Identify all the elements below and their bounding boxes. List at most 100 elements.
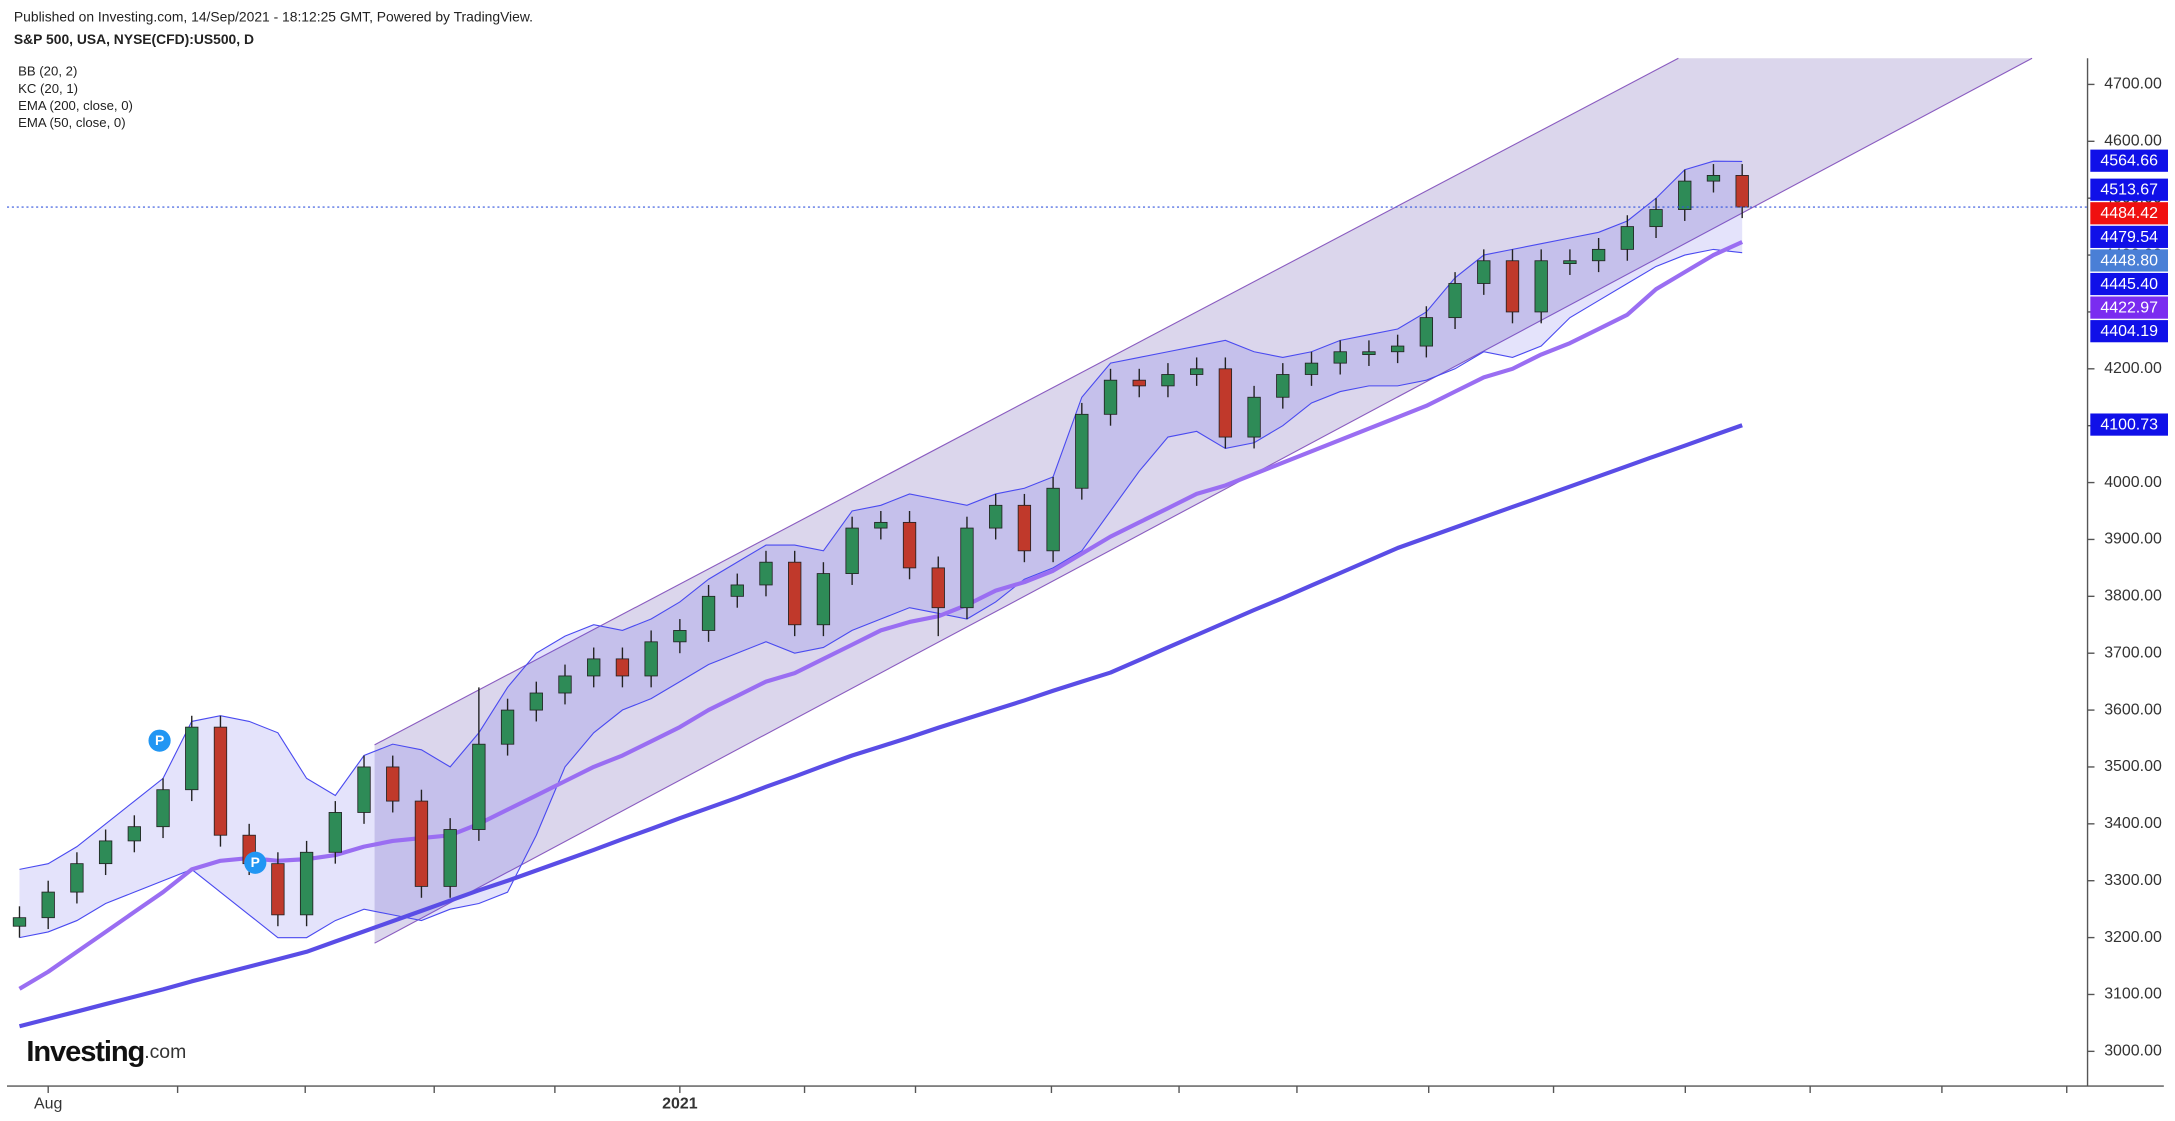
candle-body — [759, 561, 773, 586]
candle-body — [816, 573, 831, 626]
price-label: 4448.80 — [2100, 252, 2158, 269]
candle-body — [902, 521, 917, 569]
candle-body — [328, 812, 342, 853]
y-tick-label: 3100.00 — [2104, 986, 2162, 1003]
y-tick-label: 4000.00 — [2104, 474, 2162, 491]
price-label-box — [2090, 413, 2168, 436]
candle-body — [12, 917, 27, 927]
x-tick-label: 2021 — [662, 1095, 698, 1112]
y-tick-label: 3300.00 — [2104, 872, 2162, 889]
candle-body — [1103, 379, 1118, 415]
y-tick-label: 3900.00 — [2104, 531, 2162, 548]
price-label-box — [2090, 296, 2168, 319]
candle-body — [443, 829, 457, 887]
candle-body — [414, 800, 429, 887]
price-label: 4484.42 — [2100, 205, 2158, 222]
candle-body — [1591, 248, 1606, 262]
candle-body — [788, 561, 802, 626]
candle-body — [156, 789, 170, 828]
chart-title: S&P 500, USA, NYSE(CFD):US500, D — [14, 31, 254, 47]
candle-body — [127, 826, 141, 842]
y-tick-label: 3600.00 — [2104, 701, 2162, 718]
legend-entry: KC (20, 1) — [18, 81, 78, 96]
candle-body — [1534, 260, 1548, 313]
candle-body — [472, 743, 486, 830]
candle-body — [874, 521, 888, 529]
price-label-box — [2090, 272, 2168, 296]
candle-body — [1304, 362, 1319, 375]
price-label-box — [2090, 249, 2168, 272]
candle-body — [357, 766, 371, 813]
candle-body — [1046, 487, 1060, 552]
channel-upper — [374, 57, 1679, 746]
candle-body — [558, 675, 572, 694]
candle-body — [1161, 374, 1175, 387]
price-label: 4422.97 — [2100, 300, 2158, 317]
candle-body — [960, 527, 974, 609]
price-label: 4445.40 — [2100, 276, 2158, 293]
logo: Investing.com — [26, 1035, 186, 1067]
y-tick-label: 3700.00 — [2104, 644, 2162, 661]
price-label-box — [2090, 149, 2168, 172]
candle-body — [1190, 368, 1204, 375]
price-label: 4404.19 — [2100, 323, 2158, 340]
candle-body — [989, 504, 1003, 529]
y-tick-label: 3000.00 — [2104, 1043, 2162, 1060]
annotation-marker — [244, 851, 267, 874]
price-label: 4479.54 — [2100, 229, 2158, 246]
y-tick-label: 3200.00 — [2104, 929, 2162, 946]
candle-body — [1218, 368, 1233, 438]
candle-body — [1649, 209, 1663, 228]
logo-suffix: .com — [144, 1041, 186, 1063]
candle-body — [386, 766, 400, 802]
candle-body — [1563, 260, 1577, 265]
candle-body — [1419, 317, 1434, 347]
annotation-marker — [148, 729, 171, 752]
logo-main: Investing — [26, 1035, 144, 1067]
y-tick-label: 3800.00 — [2104, 588, 2162, 605]
candle-body — [1362, 351, 1376, 356]
plot — [12, 160, 1749, 1029]
legend-entry: EMA (200, close, 0) — [18, 98, 133, 113]
candle-body — [271, 863, 285, 916]
candle-body — [213, 726, 228, 836]
candle-body — [673, 630, 687, 643]
candle-body — [70, 863, 84, 893]
candle-body — [730, 584, 744, 597]
candle-body — [98, 840, 113, 865]
candle-body — [529, 692, 543, 711]
price-label: 4100.73 — [2100, 416, 2158, 433]
channel-lower — [374, 57, 2033, 944]
candle-body — [1620, 226, 1634, 250]
legend-entry: BB (20, 2) — [18, 64, 77, 79]
candle-body — [1678, 180, 1692, 210]
band-lower — [19, 248, 1743, 939]
candle-body — [1017, 504, 1032, 552]
annotation-label: P — [155, 732, 164, 748]
candle-body — [931, 567, 945, 609]
y-tick-label: 3500.00 — [2104, 758, 2162, 775]
price-label-box — [2090, 320, 2168, 343]
candle-body — [500, 709, 515, 745]
candle-body — [299, 851, 314, 916]
candle-body — [1735, 175, 1749, 208]
candle-body — [1247, 396, 1261, 438]
candle-body — [1132, 379, 1146, 387]
price-label: 4564.66 — [2100, 153, 2158, 170]
candle-body — [1276, 374, 1290, 398]
candle-body — [1706, 175, 1721, 182]
candle-body — [41, 891, 55, 919]
x-minor-ticks — [176, 1086, 2068, 1093]
y-tick-label: 4700.00 — [2104, 76, 2162, 93]
candle-body — [1477, 260, 1491, 284]
legend-entry: EMA (50, close, 0) — [18, 115, 126, 130]
y-tick-label: 4600.00 — [2104, 133, 2162, 150]
price-label-box — [2090, 225, 2168, 248]
candle-body — [1390, 345, 1405, 353]
candle-body — [615, 658, 630, 677]
annotation-label: P — [251, 854, 260, 870]
price-label-box — [2090, 202, 2168, 225]
